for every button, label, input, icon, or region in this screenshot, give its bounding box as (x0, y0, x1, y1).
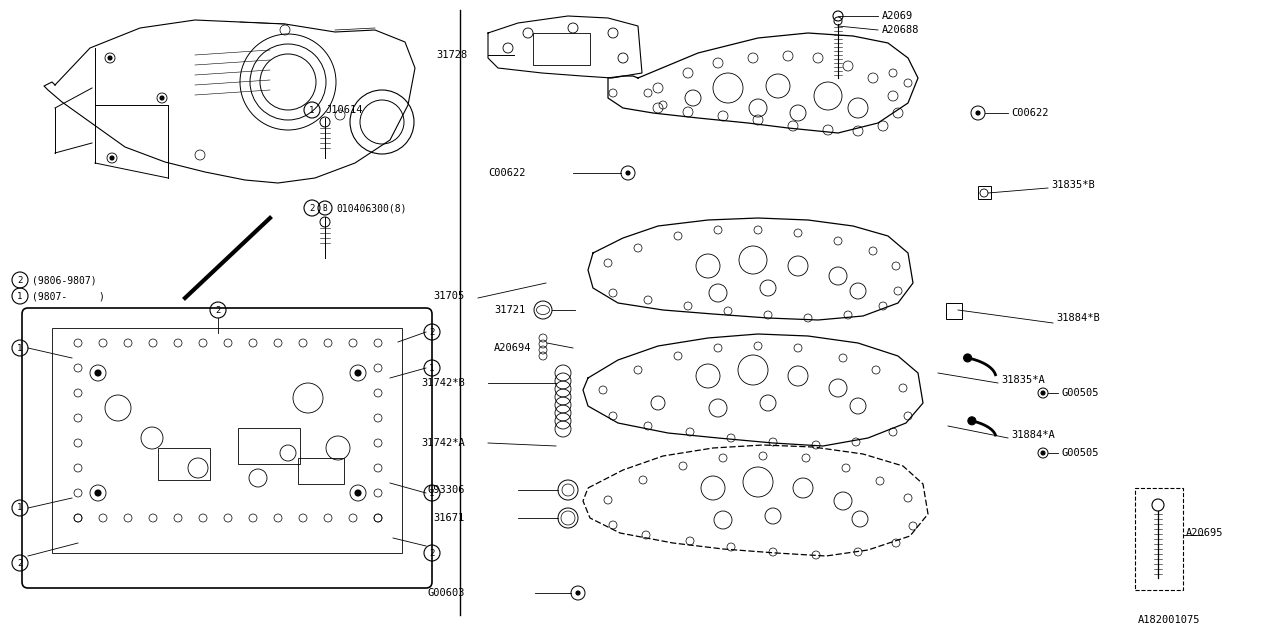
Circle shape (977, 111, 980, 115)
Text: 31728: 31728 (436, 50, 468, 60)
Circle shape (1041, 451, 1044, 455)
Text: 31742*A: 31742*A (421, 438, 465, 448)
Text: A20688: A20688 (882, 25, 919, 35)
Text: A20695: A20695 (1187, 528, 1224, 538)
Bar (978, 186, 991, 199)
Text: 2: 2 (18, 275, 23, 285)
Circle shape (355, 490, 361, 496)
Text: A182001075: A182001075 (1138, 615, 1201, 625)
Text: 31705: 31705 (434, 291, 465, 301)
Text: 1: 1 (429, 364, 435, 372)
Text: B: B (323, 204, 328, 212)
Bar (298, 458, 344, 484)
Text: 1: 1 (429, 488, 435, 497)
Text: A2069: A2069 (882, 11, 913, 21)
Text: 31835*B: 31835*B (1051, 180, 1094, 190)
Circle shape (160, 96, 164, 100)
Circle shape (964, 354, 972, 362)
Text: C00622: C00622 (1011, 108, 1048, 118)
Text: G00505: G00505 (1061, 388, 1098, 398)
Text: 31835*A: 31835*A (1001, 375, 1044, 385)
Circle shape (576, 591, 580, 595)
Text: 2: 2 (310, 204, 315, 212)
Text: G93306: G93306 (428, 485, 465, 495)
Text: G00603: G00603 (428, 588, 465, 598)
Text: 31884*B: 31884*B (1056, 313, 1100, 323)
Text: 2: 2 (215, 305, 220, 314)
Text: ): ) (99, 291, 104, 301)
Text: G00505: G00505 (1061, 448, 1098, 458)
Circle shape (355, 370, 361, 376)
Bar (52, 328, 402, 553)
Text: 010406300(8): 010406300(8) (337, 203, 407, 213)
Text: 1: 1 (310, 106, 315, 115)
Circle shape (110, 156, 114, 160)
Text: 1: 1 (18, 344, 23, 353)
Text: J10614: J10614 (325, 105, 362, 115)
Text: 31671: 31671 (434, 513, 465, 523)
Text: 2: 2 (18, 559, 23, 568)
Text: 2: 2 (429, 328, 435, 337)
Bar (1135, 488, 1183, 590)
Circle shape (95, 370, 101, 376)
Bar (238, 428, 300, 464)
Circle shape (95, 490, 101, 496)
Bar (157, 448, 210, 480)
Bar (946, 303, 963, 319)
Text: (9807-: (9807- (32, 291, 68, 301)
Text: 1: 1 (18, 291, 23, 301)
Text: A20694: A20694 (494, 343, 531, 353)
Circle shape (1041, 391, 1044, 395)
Text: 31742*B: 31742*B (421, 378, 465, 388)
Text: (9806-9807): (9806-9807) (32, 275, 96, 285)
Bar (532, 33, 590, 65)
Text: 2: 2 (429, 548, 435, 557)
Circle shape (626, 171, 630, 175)
Text: 31721: 31721 (494, 305, 525, 315)
Text: C00622: C00622 (488, 168, 526, 178)
Text: 1: 1 (18, 504, 23, 513)
Circle shape (108, 56, 113, 60)
Circle shape (968, 417, 975, 425)
Text: 31884*A: 31884*A (1011, 430, 1055, 440)
